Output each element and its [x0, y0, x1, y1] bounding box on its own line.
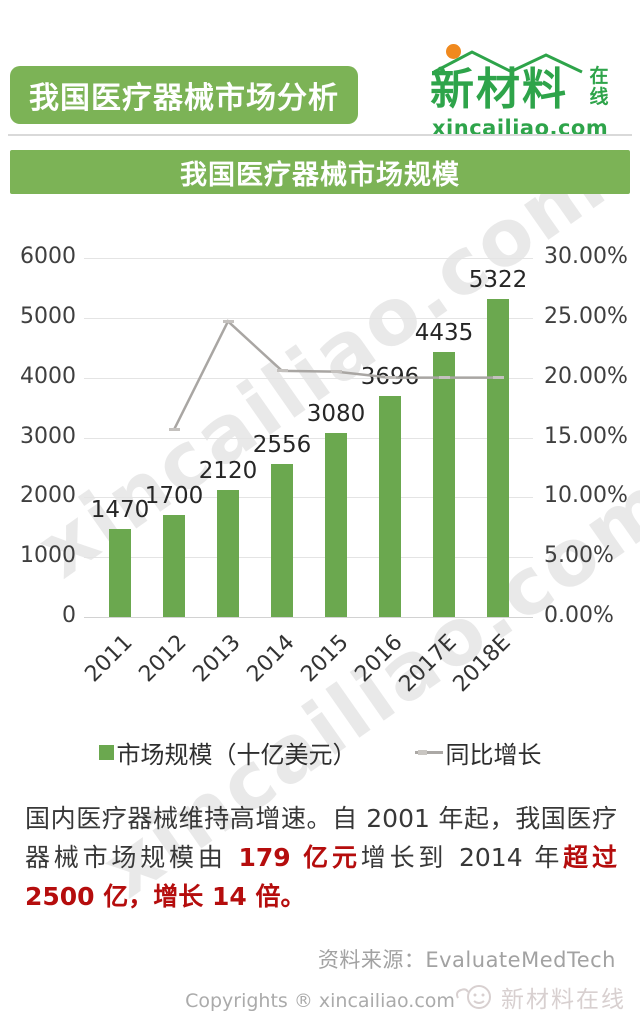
left-axis-tick: 4000: [20, 363, 76, 389]
bar-value-label: 4435: [414, 319, 474, 346]
grid-line: [84, 377, 533, 379]
paragraph-segment: 国内医疗器械维持高增速。自 2001 年起，我国医疗器械市场规模由: [25, 804, 617, 872]
legend-line-label: 同比增长: [445, 741, 542, 769]
market-size-bar: [163, 515, 185, 617]
market-size-bar: [487, 298, 509, 617]
brand-watermark-label: 新材料在线: [501, 987, 626, 1013]
line-marker-icon: [222, 319, 234, 323]
bar-value-label: 5322: [468, 266, 528, 293]
analysis-paragraph: 国内医疗器械维持高增速。自 2001 年起，我国医疗器械市场规模由 179 亿元…: [25, 799, 617, 916]
paragraph-segment: 超过 2500 亿，增长 14 倍。: [25, 843, 617, 911]
grid-line: [84, 317, 533, 319]
market-size-bar: [325, 432, 347, 617]
right-axis-tick: 10.00%: [544, 483, 628, 509]
legend-bar-label: 市场规模（十亿美元）: [116, 741, 357, 769]
logo-brand-text: 新材料: [430, 64, 568, 115]
market-size-bar: [271, 464, 293, 617]
logo-brand-suffix: 在 线: [588, 66, 610, 108]
bar-value-label: 3080: [306, 400, 366, 427]
header-divider: [8, 134, 632, 136]
grid-line: [84, 258, 533, 259]
line-marker-icon: [438, 376, 450, 380]
left-axis-tick: 6000: [20, 244, 76, 269]
bar-value-label: 2556: [252, 432, 312, 459]
market-size-bar: [109, 529, 131, 617]
legend-item-bar: 市场规模（十亿美元）: [98, 735, 357, 770]
logo-suffix-top: 在: [589, 65, 609, 87]
line-marker-icon: [276, 369, 288, 373]
market-size-chart: 6000 30.00% 5000 25.00% 4000 20.00% 3000 15.00%…: [0, 228, 640, 733]
line-marker-icon: [168, 428, 180, 432]
line-marker-icon: [330, 370, 342, 374]
logo-sun-icon: [446, 44, 461, 59]
bar-swatch-icon: [98, 745, 114, 760]
legend-item-line: 同比增长: [414, 735, 542, 770]
brand-logo: 新材料 在 线 xincailiao.com: [430, 38, 630, 140]
bar-value-label: 1470: [90, 497, 150, 524]
paragraph-segment: 增长到 2014 年: [360, 843, 564, 872]
right-axis-tick: 5.00%: [544, 543, 614, 569]
left-axis-tick: 5000: [20, 303, 76, 329]
logo-suffix-bottom: 线: [589, 86, 609, 108]
grid-line: [84, 557, 533, 559]
line-marker-icon: [384, 376, 396, 380]
line-marker-icon: [492, 376, 504, 380]
paragraph-segment: 179 亿元: [238, 843, 361, 872]
data-source: 资料来源：EvaluateMedTech: [317, 948, 616, 972]
grid-line: [84, 437, 533, 439]
left-axis-tick: 1000: [20, 543, 76, 569]
logo-roof-icon: [433, 50, 583, 74]
brand-watermark-icon: [456, 985, 491, 1009]
right-axis-tick: 20.00%: [544, 363, 628, 389]
bar-value-label: 1700: [144, 483, 204, 510]
right-axis-tick: 15.00%: [544, 423, 628, 449]
market-size-bar: [433, 351, 455, 617]
market-size-bar: [379, 395, 401, 617]
grid-line: [84, 497, 533, 499]
left-axis-tick: 0: [62, 603, 76, 628]
brand-watermark: 新材料在线: [455, 980, 626, 1014]
page-title: 我国医疗器械市场分析: [10, 66, 358, 124]
line-swatch-icon: [414, 750, 443, 755]
chart-title-banner: 我国医疗器械市场规模: [10, 150, 630, 194]
market-size-bar: [217, 490, 239, 617]
left-axis-tick: 2000: [20, 483, 76, 509]
grid-line: [84, 617, 533, 618]
logo-domain-text: xincailiao.com: [432, 116, 609, 140]
copyright-text: Copyrights ® xincailiao.com: [185, 990, 455, 1012]
left-axis-tick: 3000: [20, 423, 76, 449]
right-axis-tick: 30.00%: [544, 244, 628, 269]
chart-legend: 市场规模（十亿美元） 同比增长: [0, 735, 640, 770]
bar-value-label: 2120: [198, 458, 258, 485]
right-axis-tick: 0.00%: [544, 603, 614, 628]
right-axis-tick: 25.00%: [544, 303, 628, 329]
